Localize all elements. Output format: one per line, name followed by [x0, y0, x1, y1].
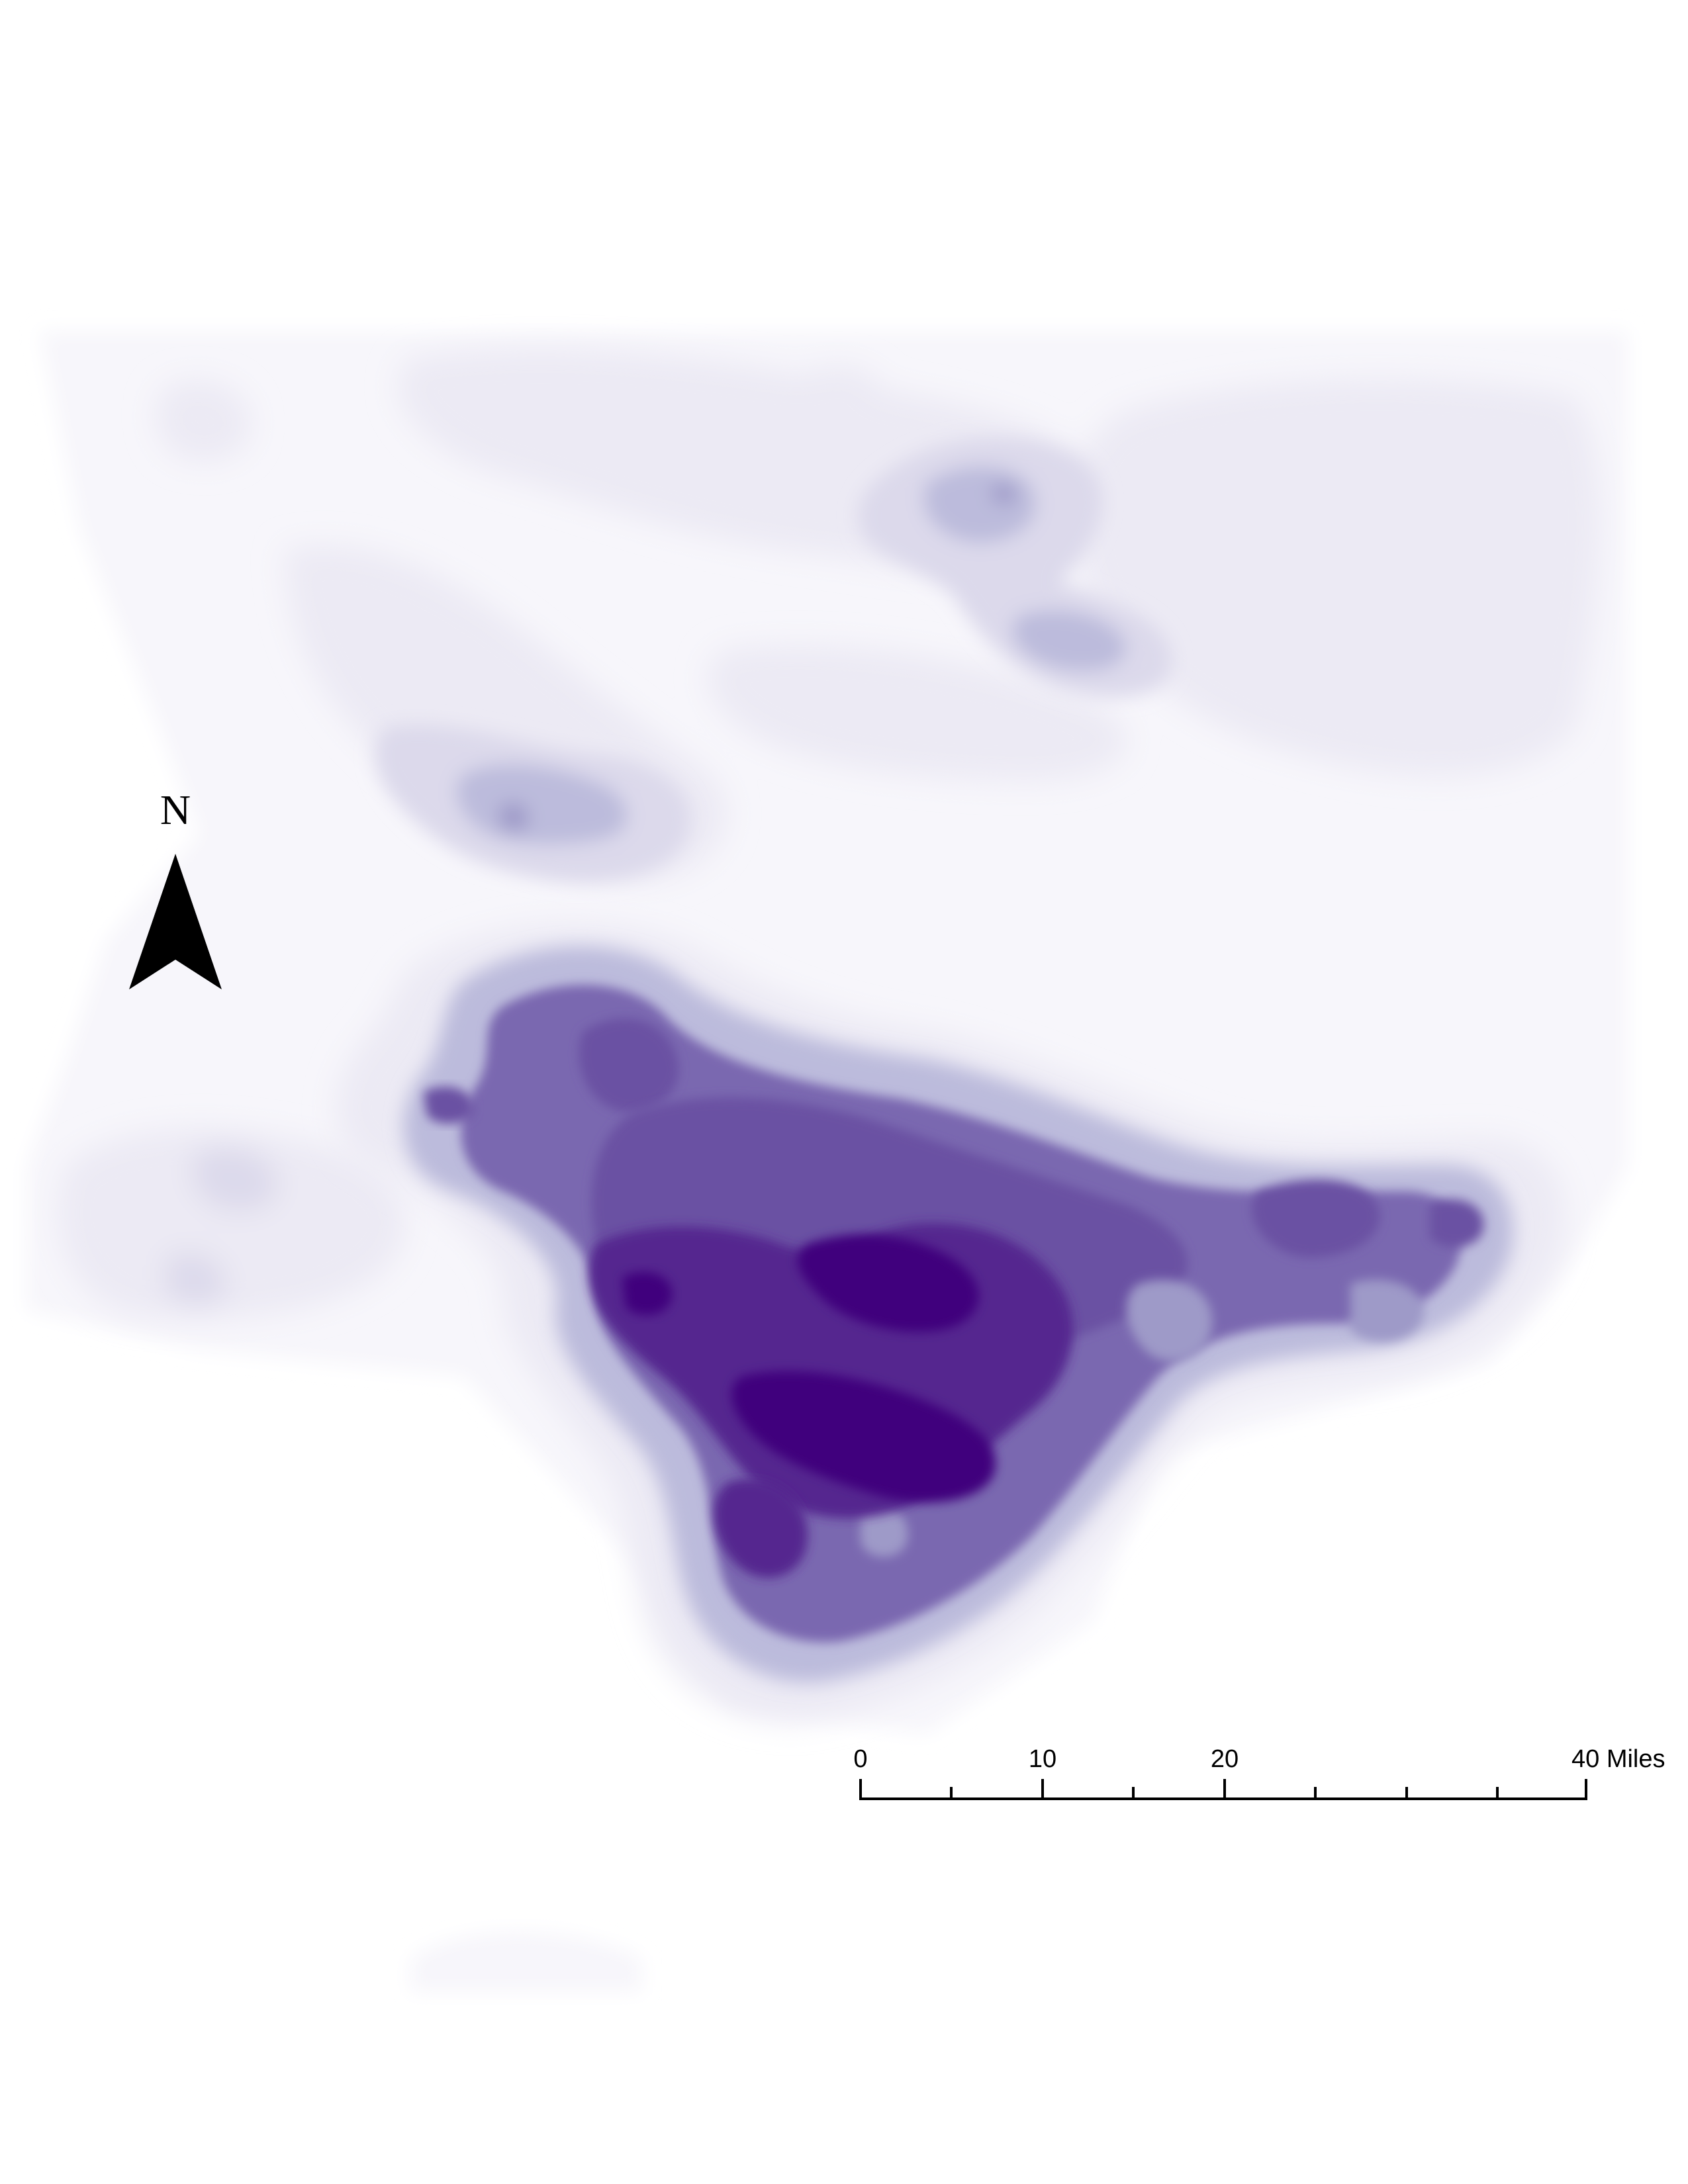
density-surface — [26, 331, 1628, 1992]
scale-bar: 0 10 20 40 Miles — [853, 1745, 1665, 1800]
scale-label-0: 0 — [853, 1745, 867, 1773]
scale-label-10: 10 — [1029, 1745, 1056, 1773]
scale-label-20: 20 — [1211, 1745, 1239, 1773]
density-layer-south-smudge — [410, 1932, 642, 1992]
north-arrow-letter: N — [160, 786, 191, 833]
scale-label-40-miles: 40 Miles — [1571, 1745, 1665, 1773]
